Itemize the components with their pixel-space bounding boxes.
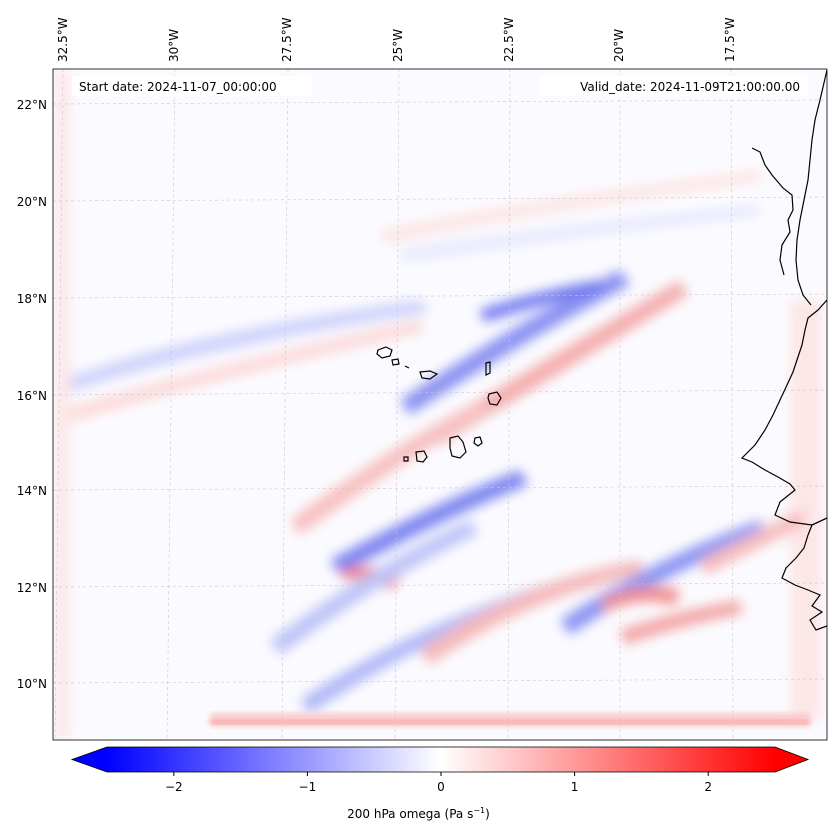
colorbar-tick-label: 0	[437, 780, 445, 794]
colorbar-tick-label: 2	[704, 780, 712, 794]
colorbar-tick-label: −2	[165, 780, 183, 794]
valid-date-box	[540, 76, 808, 96]
lat-label: 22°N	[17, 98, 47, 112]
colorbar-label: 200 hPa omega (Pa s−1)	[0, 806, 837, 821]
lat-label: 12°N	[17, 581, 47, 595]
colorbar-extend-low	[72, 747, 107, 772]
colorbar-tick-label: −1	[299, 780, 317, 794]
longitude-labels: 32.5°W 30°W 27.5°W 25°W 22.5°W 20°W 17.5…	[56, 17, 737, 62]
start-date-text: Start date: 2024-11-07_00:00:00	[79, 80, 277, 94]
latitude-labels: 22°N 20°N 18°N 16°N 14°N 12°N 10°N	[17, 98, 47, 691]
coastline	[740, 69, 827, 631]
map-frame	[52, 68, 828, 741]
colorbar-tick-label: 1	[571, 780, 579, 794]
colorbar-label-sup: −1	[473, 806, 486, 815]
valid-date-text: Valid_date: 2024-11-09T21:00:00.00	[580, 80, 800, 94]
lon-label: 27.5°W	[280, 17, 294, 62]
lat-label: 14°N	[17, 484, 47, 498]
colorbar: −2 −1 0 1 2	[70, 746, 810, 794]
lat-label: 18°N	[17, 292, 47, 306]
lat-label: 16°N	[17, 389, 47, 403]
lon-label: 22.5°W	[502, 17, 516, 62]
lon-label: 30°W	[167, 29, 181, 62]
map-gridlines	[53, 69, 827, 740]
lat-label: 10°N	[17, 677, 47, 691]
colorbar-extend-high	[775, 747, 808, 772]
colorbar-label-close: )	[485, 807, 490, 821]
lat-label: 20°N	[17, 195, 47, 209]
lon-label: 20°W	[612, 29, 626, 62]
cape-verde-islands	[376, 346, 502, 463]
start-date-box	[72, 76, 312, 96]
lon-label: 32.5°W	[56, 17, 70, 62]
lon-label: 17.5°W	[723, 17, 737, 62]
colorbar-body	[107, 747, 775, 772]
omega-field	[55, 70, 822, 740]
colorbar-outline	[70, 746, 810, 773]
colorbar-label-main: 200 hPa omega (Pa s	[347, 807, 474, 821]
lon-label: 25°W	[391, 29, 405, 62]
